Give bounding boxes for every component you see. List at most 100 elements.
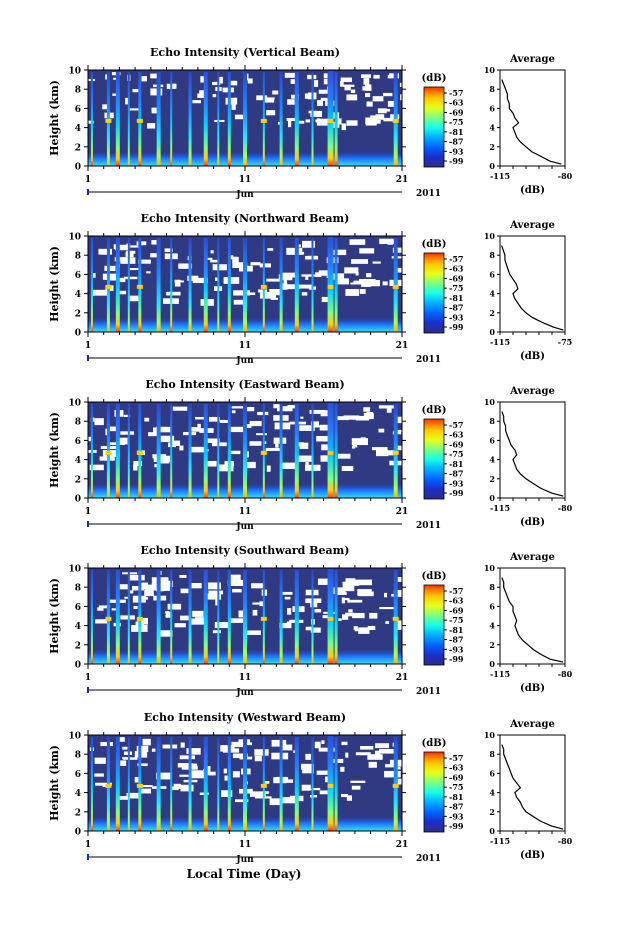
missing-data-patch (130, 590, 134, 594)
panel-4: Echo Intensity (Southward Beam)0246810He… (48, 544, 573, 698)
missing-data-patch (250, 791, 266, 797)
precip-spike (243, 238, 247, 332)
missing-data-patch (377, 108, 387, 114)
missing-data-patch (197, 423, 201, 429)
average-y-tick-label: 2 (489, 142, 495, 152)
missing-data-patch (114, 257, 127, 262)
missing-data-patch (160, 435, 175, 443)
bright-band-mark (260, 616, 267, 621)
precip-spike (156, 737, 161, 831)
missing-data-patch (345, 612, 355, 617)
missing-data-patch (254, 755, 262, 762)
missing-data-patch (192, 100, 201, 104)
average-x-tick-label: -80 (558, 171, 573, 181)
missing-data-patch (311, 421, 320, 428)
average-y-tick-label: 4 (489, 621, 495, 631)
missing-data-patch (351, 259, 369, 264)
precip-spike (188, 238, 192, 332)
precip-spike (127, 737, 130, 831)
missing-data-patch (397, 778, 410, 785)
missing-data-patch (365, 117, 378, 125)
missing-data-patch (302, 769, 314, 774)
missing-data-patch (133, 460, 143, 466)
missing-data-patch (146, 271, 151, 274)
missing-data-patch (232, 753, 248, 759)
missing-data-patch (252, 602, 260, 605)
missing-data-patch (396, 267, 404, 273)
colorbar (423, 418, 445, 500)
missing-data-patch (118, 437, 128, 445)
missing-data-patch (144, 589, 154, 597)
missing-data-patch (101, 252, 108, 255)
missing-data-patch (111, 608, 119, 611)
missing-data-patch (355, 415, 370, 421)
missing-data-patch (109, 426, 119, 432)
colorbar-tick-label: -75 (449, 615, 463, 625)
precip-spike (294, 238, 299, 332)
missing-data-patch (337, 416, 349, 421)
bright-band-mark (260, 450, 267, 455)
missing-data-patch (394, 445, 405, 451)
missing-data-patch (246, 424, 252, 429)
average-title: Average (509, 220, 555, 231)
average-profile: Average 0 2 4 6 8 10 -115 -80 (dB) (484, 54, 573, 196)
missing-data-patch (264, 98, 275, 103)
missing-data-patch (174, 279, 181, 287)
x-axis-label: Local Time (Day) (187, 867, 302, 881)
missing-data-patch (345, 289, 360, 296)
average-unit: (dB) (520, 517, 545, 528)
missing-data-patch (134, 777, 141, 783)
missing-data-patch (400, 94, 410, 101)
average-title: Average (509, 552, 555, 563)
precip-spike (334, 570, 338, 664)
precip-spike (311, 737, 314, 831)
missing-data-patch (313, 80, 319, 87)
missing-data-patch (394, 429, 405, 433)
precip-spike (203, 72, 208, 166)
precip-spike (115, 570, 120, 664)
average-profile-line (501, 744, 564, 830)
missing-data-patch (385, 621, 390, 624)
missing-data-patch (341, 597, 345, 604)
missing-data-patch (316, 119, 328, 123)
missing-data-patch (139, 596, 148, 600)
bright-band-mark (392, 450, 399, 455)
colorbar-tick-label: -75 (449, 449, 463, 459)
average-frame (499, 235, 566, 333)
average-y-tick-label: 6 (489, 103, 495, 113)
colorbar-tick-label: -81 (449, 625, 463, 635)
missing-data-patch (217, 76, 223, 84)
precip-spike (243, 570, 247, 664)
missing-data-patch (267, 248, 274, 251)
bright-band-mark (136, 616, 143, 621)
bright-band-mark (105, 118, 112, 123)
bright-band-mark (105, 284, 112, 289)
missing-data-patch (318, 89, 329, 94)
colorbar-tick-label: -69 (449, 772, 464, 782)
average-x-tick-label: -80 (558, 669, 573, 679)
bright-band-mark (105, 450, 112, 455)
missing-data-patch (310, 110, 323, 117)
y-tick-label: 8 (75, 584, 81, 594)
average-y-tick-label: 4 (489, 289, 495, 299)
missing-data-patch (280, 591, 293, 595)
missing-data-patch (238, 610, 246, 618)
average-unit: (dB) (520, 850, 545, 861)
missing-data-patch (395, 623, 411, 630)
month-label: Jun (235, 190, 254, 200)
missing-data-patch (286, 247, 303, 255)
precip-spike (279, 72, 283, 166)
average-y-tick-label: 10 (484, 65, 496, 75)
x-tick-label: 11 (239, 175, 252, 185)
colorbar-tick-label: -93 (449, 478, 464, 488)
colorbar-tick-label: -69 (449, 439, 464, 449)
x-tick-label: 11 (239, 507, 252, 517)
missing-data-patch (387, 74, 392, 79)
x-tick-label: 1 (85, 341, 91, 351)
missing-data-patch (166, 291, 181, 296)
missing-data-patch (301, 784, 311, 791)
missing-data-patch (351, 438, 368, 446)
missing-data-patch (271, 739, 287, 747)
precip-spike (203, 404, 208, 498)
precip-spike (156, 238, 161, 332)
